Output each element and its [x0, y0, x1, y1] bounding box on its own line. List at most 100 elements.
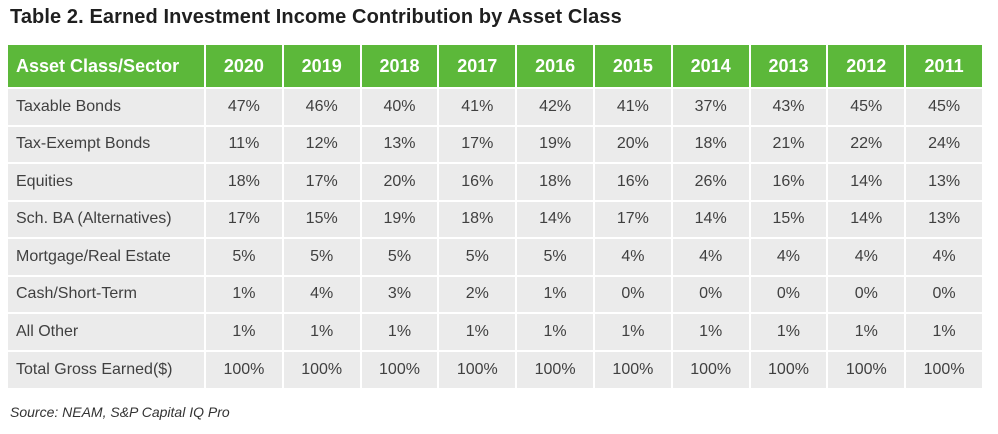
table-cell: 17% [281, 162, 360, 200]
header-row: Asset Class/Sector 2020 2019 2018 2017 2… [8, 45, 982, 87]
header-year: 2016 [515, 45, 593, 87]
table-cell: 0% [748, 274, 827, 312]
table-cell: 1% [826, 312, 905, 350]
table-cell: 41% [592, 87, 671, 125]
row-label: All Other [8, 312, 204, 350]
table-cell: 4% [670, 237, 749, 275]
row-label: Sch. BA (Alternatives) [8, 199, 204, 237]
table-title: Table 2. Earned Investment Income Contri… [10, 6, 622, 28]
table-cell: 1% [748, 312, 827, 350]
table-cell: 1% [515, 274, 593, 312]
table-row: All Other 1% 1% 1% 1% 1% 1% 1% 1% 1% 1% [8, 312, 982, 350]
table-cell: 20% [592, 124, 671, 162]
header-asset-class: Asset Class/Sector [8, 45, 204, 87]
table-cell: 18% [437, 199, 516, 237]
table-cell: 24% [904, 124, 982, 162]
table-cell: 18% [204, 162, 282, 200]
table-cell: 1% [204, 312, 282, 350]
table-cell: 4% [826, 237, 905, 275]
table-cell: 21% [748, 124, 827, 162]
table-cell: 0% [592, 274, 671, 312]
table-cell: 2% [437, 274, 516, 312]
table-row: Total Gross Earned($) 100% 100% 100% 100% 100… [8, 349, 982, 388]
table-cell: 40% [359, 87, 438, 125]
table-cell: 5% [437, 237, 516, 275]
source-note: Source: NEAM, S&P Capital IQ Pro [10, 404, 230, 420]
row-label: Tax-Exempt Bonds [8, 124, 204, 162]
header-year: 2012 [826, 45, 905, 87]
table-cell: 5% [204, 237, 282, 275]
table-cell: 1% [437, 312, 516, 350]
table-cell: 1% [359, 312, 438, 350]
table-cell: 26% [670, 162, 749, 200]
table-body: Taxable Bonds 47% 46% 40% 41% 42% 41% 37% 43% 45%… [8, 87, 982, 388]
table-cell: 20% [359, 162, 438, 200]
table-cell: 100% [204, 349, 282, 388]
table-cell: 17% [437, 124, 516, 162]
table-row: Cash/Short-Term 1% 4% 3% 2% 1% 0% 0% 0% 0% 0% [8, 274, 982, 312]
header-year: 2015 [592, 45, 671, 87]
table-cell: 13% [904, 199, 982, 237]
table-cell: 0% [904, 274, 982, 312]
table-cell: 4% [748, 237, 827, 275]
table-cell: 4% [592, 237, 671, 275]
table-cell: 1% [904, 312, 982, 350]
table-cell: 18% [670, 124, 749, 162]
table-cell: 100% [359, 349, 438, 388]
table-cell: 16% [592, 162, 671, 200]
table-cell: 5% [359, 237, 438, 275]
table-row: Sch. BA (Alternatives) 17% 15% 19% 18% 14% 17%… [8, 199, 982, 237]
table-cell: 1% [670, 312, 749, 350]
table-cell: 19% [359, 199, 438, 237]
table-cell: 100% [826, 349, 905, 388]
table-cell: 37% [670, 87, 749, 125]
table-cell: 100% [670, 349, 749, 388]
header-year: 2018 [359, 45, 438, 87]
table-cell: 42% [515, 87, 593, 125]
table-cell: 5% [515, 237, 593, 275]
table-cell: 41% [437, 87, 516, 125]
table-cell: 1% [592, 312, 671, 350]
table-cell: 11% [204, 124, 282, 162]
row-label: Total Gross Earned($) [8, 349, 204, 388]
table-cell: 45% [826, 87, 905, 125]
table-cell: 0% [826, 274, 905, 312]
row-label: Cash/Short-Term [8, 274, 204, 312]
header-year: 2019 [281, 45, 360, 87]
table-cell: 100% [437, 349, 516, 388]
table-cell: 1% [204, 274, 282, 312]
header-year: 2020 [204, 45, 282, 87]
table-cell: 45% [904, 87, 982, 125]
table-cell: 14% [826, 162, 905, 200]
table-row: Taxable Bonds 47% 46% 40% 41% 42% 41% 37% 43% 45%… [8, 87, 982, 125]
table-cell: 14% [670, 199, 749, 237]
table-cell: 15% [281, 199, 360, 237]
table-cell: 100% [748, 349, 827, 388]
table-cell: 43% [748, 87, 827, 125]
header-year: 2017 [437, 45, 516, 87]
header-year: 2011 [904, 45, 982, 87]
table-cell: 14% [826, 199, 905, 237]
table-cell: 47% [204, 87, 282, 125]
table-cell: 100% [592, 349, 671, 388]
table-cell: 19% [515, 124, 593, 162]
table-cell: 12% [281, 124, 360, 162]
row-label: Taxable Bonds [8, 87, 204, 125]
table-cell: 16% [437, 162, 516, 200]
header-year: 2013 [748, 45, 827, 87]
table-cell: 1% [281, 312, 360, 350]
table-cell: 100% [904, 349, 982, 388]
table-cell: 14% [515, 199, 593, 237]
asset-class-table: Asset Class/Sector 2020 2019 2018 2017 2… [8, 45, 982, 388]
table-cell: 13% [904, 162, 982, 200]
table-row: Equities 18% 17% 20% 16% 18% 16% 26% 16% 14% 13% [8, 162, 982, 200]
header-year: 2014 [670, 45, 749, 87]
table-row: Mortgage/Real Estate 5% 5% 5% 5% 5% 4% 4% 4% 4% 4% [8, 237, 982, 275]
table-cell: 22% [826, 124, 905, 162]
table-cell: 4% [904, 237, 982, 275]
table-cell: 4% [281, 274, 360, 312]
table-cell: 3% [359, 274, 438, 312]
table-cell: 0% [670, 274, 749, 312]
table-row: Tax-Exempt Bonds 11% 12% 13% 17% 19% 20% 18% 21%… [8, 124, 982, 162]
row-label: Equities [8, 162, 204, 200]
